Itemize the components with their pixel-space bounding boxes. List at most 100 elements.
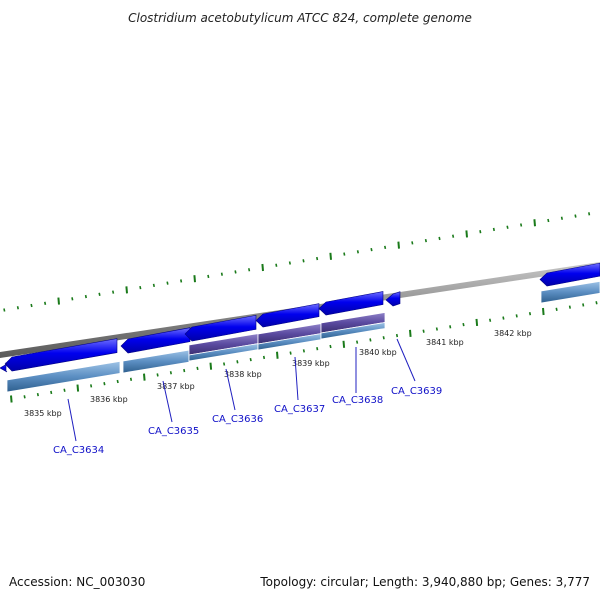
cds-band[interactable] (122, 349, 190, 374)
ruler-tick (249, 357, 252, 362)
ruler-tick (492, 227, 495, 232)
ruler-tick (302, 349, 305, 353)
cds-band[interactable] (320, 322, 386, 340)
ruler-tick (489, 318, 492, 322)
ruler-tick (220, 272, 223, 276)
ruler-tick (574, 214, 577, 218)
ruler-tick (528, 312, 532, 316)
ruler-tick (329, 344, 332, 349)
ruler-tick (542, 307, 545, 316)
ruler-tick (84, 294, 87, 299)
cds-band[interactable] (540, 280, 600, 304)
ruler-tick (582, 303, 585, 307)
ruler-tick (30, 303, 33, 308)
ruler-tick (169, 371, 172, 375)
ruler-tick (302, 259, 305, 263)
gene-leader-line (294, 356, 299, 401)
ruler-tick (98, 292, 101, 296)
gene-arrow-partial[interactable] (0, 362, 8, 373)
ruler-tick (316, 256, 319, 261)
ruler-tick (422, 329, 425, 333)
ruler-tick (116, 379, 119, 384)
gene-arrow-ca-c3638[interactable] (318, 291, 384, 316)
gene-label-ca-c3634[interactable]: CA_C3634 (53, 445, 104, 456)
gene-label-ca-c3636[interactable]: CA_C3636 (212, 414, 263, 425)
ruler-tick (424, 238, 427, 243)
ruler-tick (261, 263, 264, 272)
ruler-tick (236, 360, 239, 364)
ruler-tick (438, 236, 441, 241)
gene-leader-line (396, 338, 416, 382)
gene-leader-line (225, 368, 236, 411)
ruler-tick (342, 340, 346, 348)
ruler-tick (183, 368, 186, 373)
ruler-tick (223, 362, 226, 366)
ruler-label: 3838 kbp (224, 370, 262, 379)
ruler-tick (409, 329, 412, 337)
ruler-tick (129, 377, 133, 381)
ruler-tick (125, 286, 128, 294)
ruler-tick (395, 333, 399, 338)
gene-label-ca-c3635[interactable]: CA_C3635 (148, 426, 199, 437)
ruler-tick (533, 219, 536, 227)
ruler-tick (180, 279, 183, 283)
cds-band[interactable] (257, 333, 322, 351)
genome-summary: Topology: circular; Length: 3,940,880 bp… (259, 575, 590, 589)
gene-leader-line (162, 380, 173, 423)
ruler-tick (143, 373, 146, 381)
ruler-tick (234, 270, 237, 274)
ruler-label: 3841 kbp (426, 338, 464, 347)
ruler-tick (103, 382, 106, 386)
ruler-tick (595, 301, 598, 305)
gene-arrow-ca-c3639[interactable] (385, 291, 401, 307)
ruler-tick (452, 234, 455, 238)
ruler-tick (475, 318, 479, 327)
gene-labels: CA_C3634 CA_C3635 CA_C3636 CA_C3637 CA_C3638… (53, 338, 442, 456)
ruler-tick (76, 384, 80, 392)
ruler-tick (588, 212, 591, 216)
ruler-tick (356, 250, 359, 254)
ruler-tick (248, 268, 251, 272)
gene-arrow-offscreen[interactable] (539, 262, 600, 287)
ruler-tick (397, 241, 400, 249)
ruler-label: 3840 kbp (359, 348, 397, 357)
ruler-tick (356, 340, 359, 344)
ruler-tick (57, 297, 60, 305)
ruler-tick (112, 290, 115, 294)
ruler-tick (3, 308, 6, 312)
gene-arrow-ca-c3637[interactable] (255, 303, 320, 328)
cds-track (6, 280, 600, 393)
cds-band[interactable] (6, 360, 121, 393)
ruler-tick (515, 314, 518, 318)
ruler-tick (560, 216, 563, 220)
ruler-tick (547, 218, 550, 223)
accession-label: Accession: NC_003030 (9, 575, 145, 589)
ruler-tick (10, 395, 13, 403)
gene-label-ca-c3638[interactable]: CA_C3638 (332, 395, 383, 406)
ruler-tick (262, 355, 266, 360)
ruler-tick (329, 252, 332, 260)
ruler-tick (370, 247, 373, 252)
ruler-tick (343, 252, 346, 256)
ruler-tick (520, 223, 523, 227)
ruler-tick (36, 392, 39, 397)
ruler-tick (63, 388, 66, 392)
ruler-tick (166, 281, 169, 285)
gene-label-ca-c3637[interactable]: CA_C3637 (274, 404, 325, 415)
ruler-label: 3842 kbp (494, 329, 532, 338)
gene-label-ca-c3639[interactable]: CA_C3639 (391, 386, 442, 397)
ruler-tick (289, 351, 292, 355)
ruler-label: 3839 kbp (292, 359, 330, 368)
ruler-tick (139, 285, 142, 290)
ruler-tick (502, 316, 505, 320)
ruler-tick (384, 245, 387, 250)
gene-arrow-ca-c3635[interactable] (120, 327, 191, 354)
ruler-tick (369, 338, 372, 342)
ruler-tick (193, 275, 196, 283)
ruler-label: 3837 kbp (157, 382, 195, 391)
ruler-tick (462, 322, 465, 327)
ruler-tick (555, 307, 558, 311)
gene-arrow-ca-c3636[interactable] (184, 314, 257, 342)
ruler-tick (23, 395, 26, 399)
